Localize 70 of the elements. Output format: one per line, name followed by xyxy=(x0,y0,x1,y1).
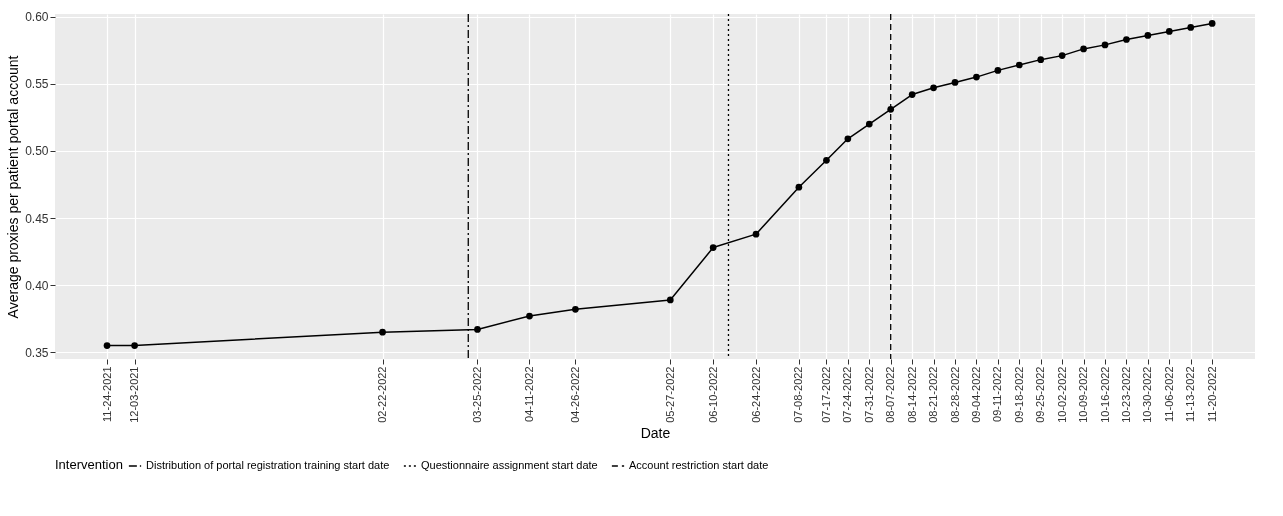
x-tick-label: 07-31-2022 xyxy=(862,366,875,423)
legend-title: Intervention xyxy=(55,457,123,472)
x-tick-label: 09-18-2022 xyxy=(1012,366,1025,423)
y-tick-label: 0.55 xyxy=(25,77,49,92)
y-tick-label: 0.60 xyxy=(25,10,49,25)
y-tick-label: 0.40 xyxy=(25,278,49,293)
x-tick-label: 09-11-2022 xyxy=(991,366,1004,422)
point xyxy=(1187,24,1195,31)
point xyxy=(752,230,760,238)
point xyxy=(379,328,386,336)
x-tick-label: 08-14-2022 xyxy=(905,366,918,423)
x-tick-label: 12-03-2021 xyxy=(128,366,141,423)
x-tick-label: 02-22-2022 xyxy=(376,366,389,423)
point xyxy=(1208,20,1216,27)
x-axis-title: Date xyxy=(640,424,671,441)
point xyxy=(1165,28,1173,35)
point xyxy=(951,79,959,86)
x-tick-label: 10-09-2022 xyxy=(1077,366,1090,423)
x-tick-label: 11-13-2022 xyxy=(1184,366,1197,422)
y-tick-label: 0.35 xyxy=(25,345,49,360)
x-tick-label: 10-16-2022 xyxy=(1098,366,1111,423)
x-tick-label: 08-28-2022 xyxy=(948,366,961,423)
y-tick-label: 0.45 xyxy=(25,211,49,226)
point xyxy=(1058,52,1066,59)
x-tick-label: 07-24-2022 xyxy=(841,366,854,423)
x-tick-label: 11-06-2022 xyxy=(1162,366,1175,422)
x-tick-label: 10-23-2022 xyxy=(1119,366,1132,423)
point xyxy=(1080,45,1087,53)
point xyxy=(823,156,830,164)
point xyxy=(1144,32,1152,39)
x-tick-label: 06-10-2022 xyxy=(706,366,719,423)
point xyxy=(572,305,579,313)
point xyxy=(1101,41,1109,49)
x-tick-label: 07-08-2022 xyxy=(792,366,805,423)
x-tick-label: 09-04-2022 xyxy=(969,366,982,423)
y-axis-title: Average proxies per patient portal account xyxy=(5,55,22,319)
x-tick-label: 10-02-2022 xyxy=(1055,366,1068,423)
legend-label: Account restriction start date xyxy=(629,459,769,471)
point xyxy=(908,91,916,98)
x-tick-label: 07-17-2022 xyxy=(819,366,832,423)
point xyxy=(103,342,111,349)
x-tick-label: 09-25-2022 xyxy=(1034,366,1047,423)
x-tick-label: 11-20-2022 xyxy=(1205,366,1218,422)
point xyxy=(666,296,674,304)
x-tick-label: 11-24-2021 xyxy=(100,366,113,422)
point xyxy=(131,342,138,349)
point xyxy=(1015,61,1023,69)
y-tick-label: 0.50 xyxy=(25,144,49,159)
point xyxy=(887,105,895,113)
x-tick-label: 06-24-2022 xyxy=(749,366,762,423)
point xyxy=(930,84,937,92)
point xyxy=(474,326,481,333)
legend-label: Questionnaire assignment start date xyxy=(421,459,598,471)
point xyxy=(1037,56,1045,63)
point xyxy=(795,183,803,191)
x-tick-label: 05-27-2022 xyxy=(663,366,676,423)
point xyxy=(1123,36,1130,43)
x-tick-label: 08-07-2022 xyxy=(884,366,897,423)
x-tick-label: 08-21-2022 xyxy=(927,366,940,423)
point xyxy=(844,135,852,143)
point xyxy=(973,73,980,81)
x-tick-label: 04-11-2022 xyxy=(522,366,535,422)
point xyxy=(526,312,533,320)
x-tick-label: 04-26-2022 xyxy=(568,366,581,423)
point xyxy=(865,120,873,128)
legend-label: Distribution of portal registration training start date xyxy=(146,459,390,471)
point xyxy=(709,244,717,251)
x-tick-label: 03-25-2022 xyxy=(470,366,483,423)
point xyxy=(994,67,1002,74)
x-tick-label: 10-30-2022 xyxy=(1141,366,1154,423)
